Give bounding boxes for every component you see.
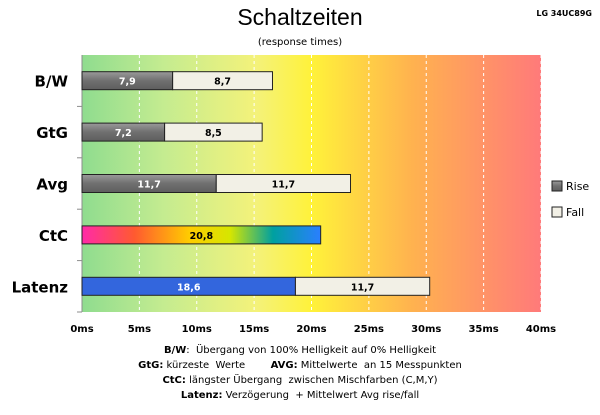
x-tick-label: 0ms [70, 324, 93, 335]
x-tick-labels: 0ms 5ms 10ms 15ms 20ms 25ms 30ms 35ms 40ms [70, 324, 556, 335]
category-label: B/W [35, 73, 69, 91]
category-labels: B/W GtG Avg CtC Latenz [12, 73, 69, 297]
bar-data-label: 20,8 [190, 231, 214, 242]
note-line: CtC: längster Übergang zwischen Mischfar… [0, 373, 600, 388]
category-label: Avg [36, 176, 68, 194]
note-term: CtC: [162, 375, 186, 386]
note-text: Mittelwerte an 15 Messpunkten [297, 360, 462, 371]
bar-data-label: 11,7 [351, 282, 374, 293]
bars: 7,9 8,7 7,2 8,5 11,7 11,7 20,8 18,6 11,7 [81, 71, 431, 296]
x-tick-label: 30ms [411, 324, 441, 335]
bar-data-label: 8,7 [214, 77, 231, 88]
monitor-model-label: LG 34UC89G [536, 9, 592, 18]
note-line: Latenz: Verzögerung + Mittelwert Avg ris… [0, 388, 600, 403]
legend-label-rise: Rise [566, 180, 589, 193]
bar-data-label: 7,2 [115, 128, 132, 139]
bar-data-label: 11,7 [272, 180, 295, 191]
category-label: Latenz [12, 278, 69, 296]
note-text: Verzögerung + Mittelwert Avg rise/fall [222, 390, 420, 401]
legend: Rise Fall [551, 180, 589, 219]
x-tick-label: 10ms [182, 324, 212, 335]
note-text: kürzeste Werte [163, 360, 271, 371]
note-line: B/W: Übergang von 100% Helligkeit auf 0%… [0, 343, 600, 358]
bar-fall [215, 174, 352, 193]
x-tick-label: 25ms [354, 324, 384, 335]
bar-data-label: 11,7 [137, 180, 160, 191]
note-term: GtG: [138, 360, 164, 371]
chart-subtitle: (response times) [257, 37, 343, 48]
notes: B/W: Übergang von 100% Helligkeit auf 0%… [0, 343, 600, 403]
category-label: CtC [39, 227, 68, 245]
x-tick-label: 35ms [468, 324, 498, 335]
x-tick-label: 20ms [296, 324, 326, 335]
note-text: : Übergang von 100% Helligkeit auf 0% He… [186, 345, 437, 356]
x-tick-label: 5ms [128, 324, 151, 335]
chart-title: Schaltzeiten [237, 4, 363, 30]
bar-data-label: 18,6 [177, 282, 201, 293]
note-line: GtG: kürzeste Werte AVG: Mittelwerte an … [0, 358, 600, 373]
bar-fall [294, 276, 431, 296]
legend-label-fall: Fall [566, 206, 584, 219]
x-tick-label: 40ms [526, 324, 556, 335]
note-term: AVG: [270, 360, 298, 371]
bar-data-label: 8,5 [205, 128, 222, 139]
bar-fall [164, 122, 263, 142]
legend-swatch-fall [551, 206, 563, 218]
bar-fall [172, 71, 273, 91]
category-label: GtG [36, 124, 68, 142]
note-term: Latenz: [180, 390, 223, 401]
response-time-chart: 7,9 8,7 7,2 8,5 11,7 11,7 20,8 18,6 11,7 B/W GtG A… [12, 55, 589, 335]
bar-data-label: 7,9 [119, 77, 136, 88]
bar-ctc [81, 225, 322, 245]
legend-swatch-rise [551, 180, 563, 192]
note-term: B/W [163, 345, 187, 356]
x-tick-label: 15ms [239, 324, 269, 335]
note-text: längster Übergang zwischen Mischfarben (… [185, 375, 438, 386]
